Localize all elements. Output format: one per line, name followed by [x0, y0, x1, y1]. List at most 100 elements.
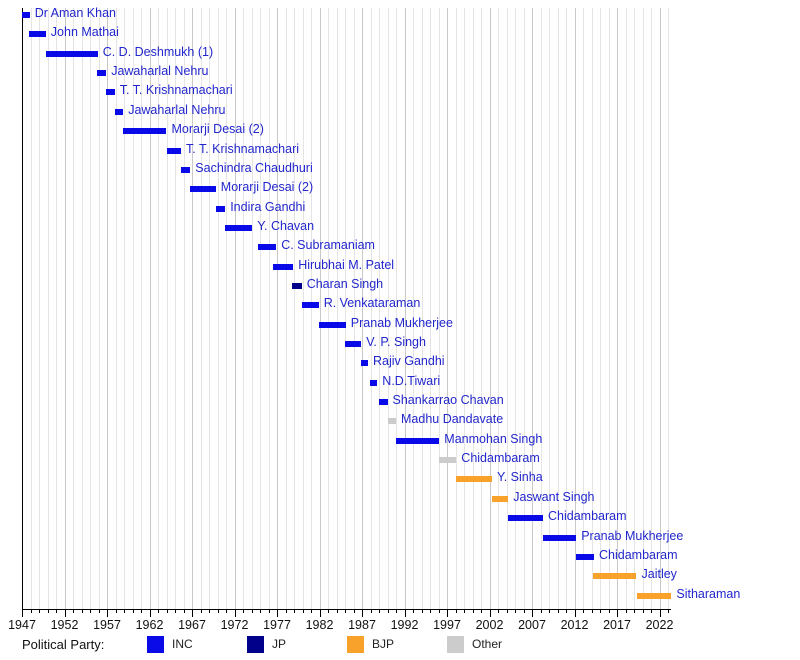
- axis-tick: [642, 609, 644, 613]
- gridline: [557, 8, 559, 609]
- axis-tick: [532, 609, 533, 617]
- minister-label: V. P. Singh: [366, 335, 426, 349]
- axis-tick: [668, 609, 669, 613]
- timeline-bar: [272, 263, 294, 270]
- axis-tick: [489, 609, 491, 617]
- minister-label: C. Subramaniam: [281, 238, 375, 253]
- gridline: [566, 8, 567, 609]
- minister-label: Madhu Dandavate: [401, 412, 504, 427]
- gridline: [56, 8, 57, 609]
- gridline: [328, 8, 329, 609]
- axis-tick: [149, 609, 151, 617]
- gridline: [345, 8, 346, 609]
- axis-tick: [600, 609, 601, 613]
- axis-tick: [515, 609, 516, 613]
- gridline: [158, 8, 159, 609]
- gridline: [489, 8, 491, 609]
- timeline-bar: [439, 457, 457, 464]
- axis-tick: [540, 609, 542, 613]
- axis-tick: [158, 609, 159, 613]
- gridline: [447, 8, 448, 609]
- minister-label: Sachindra Chaudhuri: [195, 160, 313, 175]
- gridline: [39, 8, 40, 609]
- axis-tick: [659, 609, 661, 617]
- axis-tick: [294, 609, 295, 613]
- y-axis-line: [22, 8, 23, 609]
- axis-tick: [132, 609, 134, 613]
- legend-swatch-jp: [247, 636, 264, 653]
- gridline: [540, 8, 542, 609]
- timeline-bar: [636, 592, 672, 599]
- axis-tick: [430, 609, 431, 613]
- axis-tick: [175, 609, 176, 613]
- timeline-bar: [106, 89, 115, 96]
- minister-label: Rajiv Gandhi: [373, 354, 445, 369]
- gridline: [506, 8, 508, 609]
- legend-title: Political Party:: [22, 637, 105, 652]
- axis-tick: [617, 609, 618, 617]
- gridline: [302, 8, 304, 609]
- minister-label: Chidambaram: [599, 547, 678, 562]
- axis-tick: [506, 609, 508, 613]
- gridline: [47, 8, 49, 609]
- axis-tick-label: 2002: [475, 618, 504, 632]
- axis-tick: [438, 609, 440, 613]
- axis-tick-label: 1997: [433, 618, 461, 632]
- timeline-bar: [45, 50, 98, 57]
- legend-label-jp: JP: [272, 637, 287, 651]
- axis-tick-label: 1982: [305, 618, 334, 632]
- minister-label: Chidambaram: [548, 509, 627, 524]
- timeline-bar: [387, 418, 396, 425]
- axis-tick-label: 2017: [603, 618, 631, 632]
- timeline-bar: [301, 302, 319, 309]
- gridline: [98, 8, 100, 609]
- timeline-bar: [22, 12, 30, 18]
- axis-tick: [498, 609, 499, 613]
- timeline-bar: [593, 573, 637, 580]
- legend-label-inc: INC: [172, 637, 193, 651]
- timeline-bar: [225, 224, 253, 231]
- axis-tick: [481, 609, 482, 613]
- axis-tick: [192, 609, 193, 617]
- gridline: [294, 8, 295, 609]
- gridline: [149, 8, 151, 609]
- axis-tick-label: 1962: [135, 618, 164, 632]
- gridline: [625, 8, 627, 609]
- gridline: [634, 8, 635, 609]
- axis-tick-label: 1957: [93, 618, 121, 632]
- axis-tick: [353, 609, 355, 613]
- axis-tick: [98, 609, 100, 613]
- axis-tick: [396, 609, 397, 613]
- gridline: [651, 8, 652, 609]
- timeline-bar: [576, 553, 594, 560]
- minister-label: Jaitley: [641, 567, 677, 582]
- axis-tick: [260, 609, 261, 613]
- axis-tick: [328, 609, 329, 613]
- axis-tick: [625, 609, 627, 613]
- gridline: [455, 8, 457, 609]
- gridline: [370, 8, 372, 609]
- gridline: [166, 8, 168, 609]
- minister-label: Jawaharlal Nehru: [128, 102, 226, 117]
- axis-tick: [455, 609, 457, 613]
- gridline: [396, 8, 397, 609]
- gridline: [523, 8, 525, 609]
- minister-label: N.D.Tiwari: [382, 373, 441, 388]
- axis-tick: [285, 609, 287, 613]
- gridline: [285, 8, 287, 609]
- minister-label: Pranab Mukherjee: [350, 315, 453, 330]
- timeline-bar: [492, 495, 509, 502]
- axis-tick: [30, 609, 32, 613]
- gridline: [574, 8, 576, 609]
- axis-tick: [209, 609, 210, 613]
- gridline: [421, 8, 423, 609]
- axis-tick: [574, 609, 576, 617]
- axis-tick: [421, 609, 423, 613]
- axis-tick: [387, 609, 389, 613]
- minister-label: Morarji Desai (2): [171, 122, 264, 137]
- timeline-bar: [292, 282, 302, 289]
- axis-tick-label: 1977: [263, 618, 291, 632]
- gridline: [226, 8, 227, 609]
- gridline: [336, 8, 338, 609]
